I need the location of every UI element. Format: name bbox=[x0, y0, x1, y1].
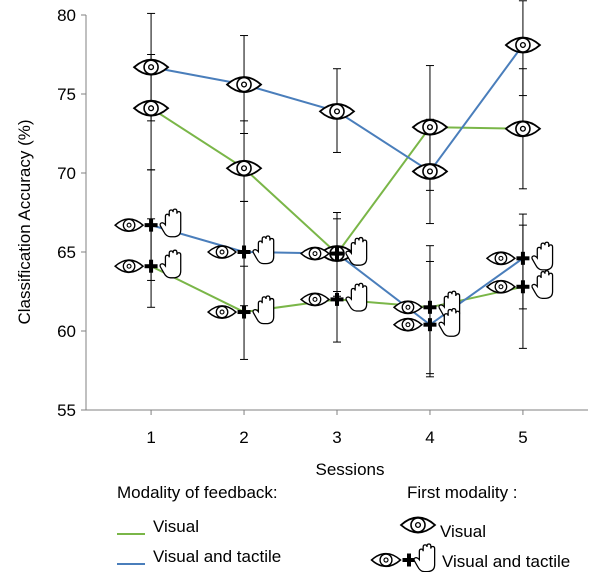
eye-plus-hand-marker bbox=[114, 249, 182, 279]
eye-marker bbox=[412, 163, 448, 180]
y-tick-label: 55 bbox=[57, 401, 76, 420]
y-tick-label: 75 bbox=[57, 85, 76, 104]
eye-marker bbox=[319, 102, 355, 120]
y-tick-label: 70 bbox=[57, 164, 76, 183]
eye-plus-hand-marker bbox=[114, 208, 182, 238]
plot-area bbox=[114, 0, 554, 378]
x-tick-label: 3 bbox=[332, 428, 341, 447]
eye-marker bbox=[133, 58, 169, 76]
legend-eye-icon bbox=[400, 516, 436, 534]
eye-marker bbox=[133, 99, 169, 117]
y-tick-label: 80 bbox=[57, 6, 76, 25]
x-ticks: 1 2 3 4 5 bbox=[146, 410, 528, 447]
x-tick-label: 4 bbox=[425, 428, 434, 447]
y-tick-label: 60 bbox=[57, 322, 76, 341]
x-tick-label: 2 bbox=[239, 428, 248, 447]
eye-marker bbox=[226, 159, 262, 177]
eye-marker bbox=[505, 36, 541, 54]
legend: Modality of feedback: Visual Visual and … bbox=[117, 483, 570, 572]
y-ticks: 55 60 65 70 75 80 bbox=[57, 6, 86, 420]
eye-plus-hand-marker bbox=[486, 241, 554, 271]
eye-plus-hand-marker bbox=[300, 282, 368, 312]
legend-label-visual: Visual bbox=[153, 517, 199, 536]
eye-marker bbox=[505, 120, 541, 138]
legend-label-first-visual: Visual bbox=[440, 522, 486, 541]
legend-label-first-visual-tactile: Visual and tactile bbox=[442, 552, 570, 571]
hand-icon bbox=[413, 543, 436, 572]
y-tick-label: 65 bbox=[57, 243, 76, 262]
eye-marker bbox=[412, 118, 448, 136]
legend-eye-plus-hand-icon bbox=[370, 543, 436, 572]
x-axis-title: Sessions bbox=[316, 460, 385, 479]
legend-first-heading: First modality : bbox=[407, 483, 518, 502]
x-tick-label: 5 bbox=[518, 428, 527, 447]
eye-marker bbox=[226, 76, 262, 93]
legend-feedback-heading: Modality of feedback: bbox=[117, 483, 278, 502]
legend-label-visual-tactile: Visual and tactile bbox=[153, 547, 281, 566]
x-tick-label: 1 bbox=[146, 428, 155, 447]
eye-icon bbox=[370, 552, 402, 568]
eye-plus-hand-marker bbox=[486, 270, 554, 299]
y-axis-title: Classification Accuracy (%) bbox=[15, 119, 34, 324]
eye-plus-hand-marker bbox=[207, 235, 275, 265]
